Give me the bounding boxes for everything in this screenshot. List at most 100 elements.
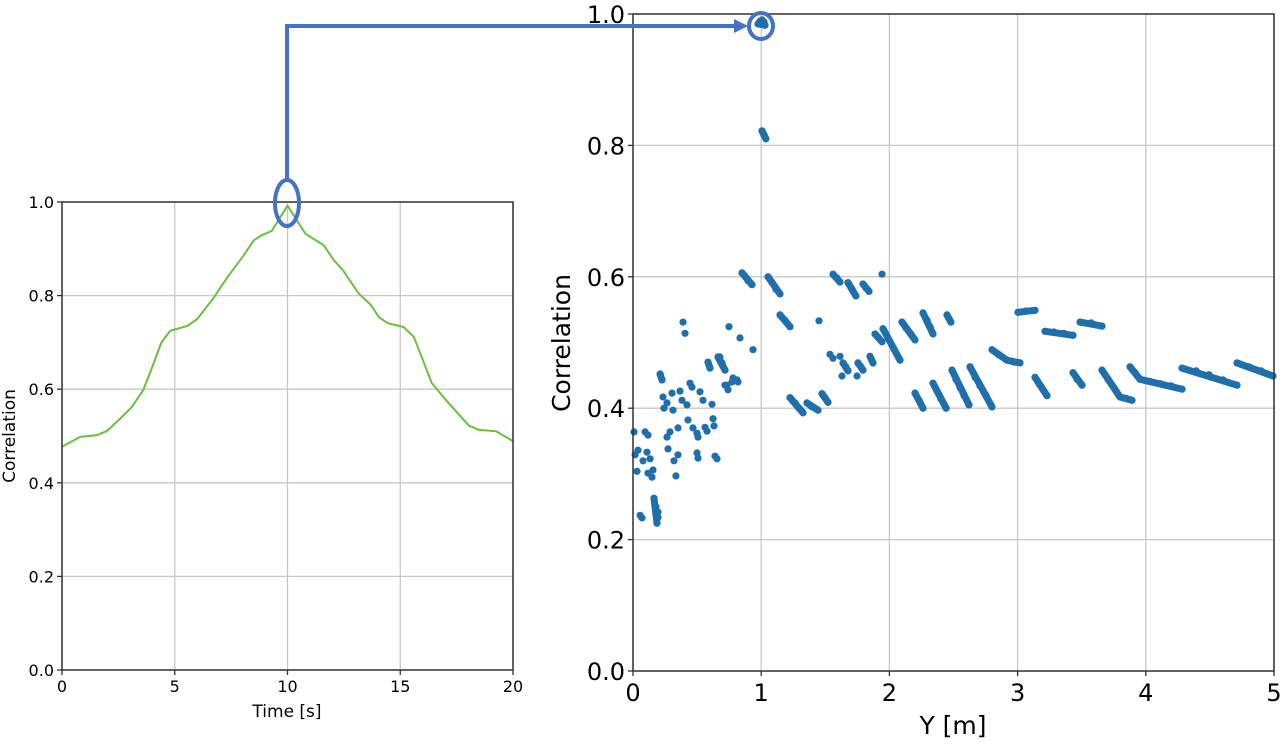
y-tick-label: 0.6 <box>29 380 54 399</box>
scatter-point <box>1014 308 1022 316</box>
scatter-point <box>919 404 927 412</box>
scatter-point <box>1178 364 1186 372</box>
scatter-point <box>1069 331 1077 339</box>
scatter-point <box>1016 359 1024 367</box>
scatter-point <box>878 270 886 278</box>
scatter-point <box>1205 371 1213 379</box>
scatter-point <box>1219 376 1227 384</box>
scatter-point <box>1022 307 1030 315</box>
scatter-point <box>1128 396 1136 404</box>
y-tick-label: 0.8 <box>29 287 54 306</box>
x-tick-label: 10 <box>277 677 297 696</box>
scatter-point <box>1098 366 1106 374</box>
scatter-point <box>1031 373 1039 381</box>
scatter-point <box>948 366 956 374</box>
scatter-point <box>1157 380 1165 388</box>
scatter-point <box>1257 367 1265 375</box>
scatter-point <box>786 323 794 331</box>
scatter-point <box>768 279 776 287</box>
scatter-point <box>1178 385 1186 393</box>
scatter-point <box>630 428 638 436</box>
x-tick-label: 0 <box>625 679 640 707</box>
scatter-point <box>648 473 656 481</box>
scatter-point <box>649 466 657 474</box>
scatter-point <box>966 363 974 371</box>
scatter-point <box>943 311 951 319</box>
scatter-point <box>708 400 716 408</box>
scatter-point <box>896 356 904 364</box>
left-grid <box>61 201 514 671</box>
scatter-point <box>776 311 784 319</box>
left-x-ticks: 0 5 10 15 20 <box>57 670 523 696</box>
right-axes-frame <box>632 13 1275 672</box>
scatter-point <box>639 457 647 465</box>
scatter-point <box>844 367 852 375</box>
scatter-point <box>926 323 934 331</box>
scatter-point <box>848 285 856 293</box>
right-peak-highlight-ellipse <box>747 11 775 41</box>
scatter-point <box>836 352 844 360</box>
scatter-point <box>659 393 667 401</box>
scatter-point <box>1245 363 1253 371</box>
peak-mapping-annotation <box>273 11 775 228</box>
line-series-path <box>61 204 514 448</box>
right-x-axis-label: Y [m] <box>918 711 986 740</box>
scatter-point <box>1050 328 1058 336</box>
scatter-point <box>911 389 919 397</box>
scatter-point <box>786 394 794 402</box>
scatter-point <box>942 404 950 412</box>
scatter-dense-run <box>879 325 904 364</box>
scatter-point <box>656 370 664 378</box>
scatter-point <box>660 404 668 412</box>
scatter-point <box>674 451 682 459</box>
scatter-point <box>803 399 811 407</box>
x-tick-label: 1 <box>754 679 769 707</box>
scatter-point <box>965 401 973 409</box>
scatter-point <box>879 325 887 333</box>
scatter-point <box>929 379 937 387</box>
scatter-point <box>898 318 906 326</box>
scatter-point <box>884 334 892 342</box>
scatter-point <box>995 351 1003 359</box>
scatter-point <box>1098 322 1106 330</box>
x-tick-label: 5 <box>1266 679 1281 707</box>
scatter-point <box>681 329 689 337</box>
scatter-point <box>869 359 877 367</box>
scatter-point <box>699 396 707 404</box>
scatter-point <box>982 392 990 400</box>
scatter-point <box>1192 367 1200 375</box>
scatter-point <box>713 455 721 463</box>
scatter-point <box>1073 375 1081 383</box>
scatter-point <box>781 316 789 324</box>
scatter-point <box>947 318 955 326</box>
y-tick-label: 1.0 <box>29 193 54 212</box>
scatter-point <box>976 382 984 390</box>
scatter-point <box>1078 381 1086 389</box>
scatter-point <box>721 366 729 374</box>
scatter-point <box>733 376 741 384</box>
scatter-point <box>791 399 799 407</box>
scatter-point <box>694 454 702 462</box>
left-y-axis-label: Correlation <box>0 389 20 483</box>
scatter-point <box>799 409 807 417</box>
scatter-point <box>703 427 711 435</box>
left-line-series <box>61 204 514 448</box>
scatter-point <box>853 372 861 380</box>
scatter-point <box>852 292 860 300</box>
scatter-point <box>1039 386 1047 394</box>
scatter-point <box>878 338 886 346</box>
scatter-point <box>1269 372 1277 380</box>
right-scatter-series <box>630 16 1277 527</box>
scatter-point <box>865 287 873 295</box>
scatter-point <box>815 317 823 325</box>
y-tick-label: 0.2 <box>587 527 625 555</box>
scatter-point <box>1104 375 1112 383</box>
scatter-point <box>933 387 941 395</box>
scatter-point <box>666 428 674 436</box>
scatter-point <box>646 455 654 463</box>
y-tick-label: 0.2 <box>29 567 54 586</box>
scatter-point <box>1126 363 1134 371</box>
scatter-point <box>923 316 931 324</box>
